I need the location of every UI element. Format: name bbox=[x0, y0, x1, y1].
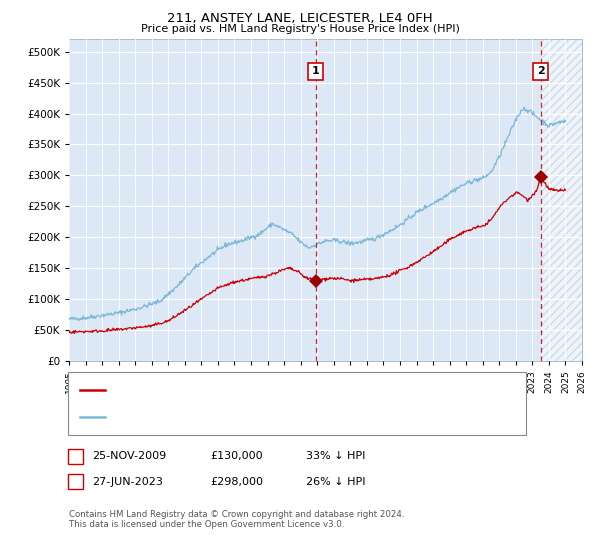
Text: £298,000: £298,000 bbox=[210, 477, 263, 487]
Text: 1: 1 bbox=[72, 451, 79, 461]
Text: 26% ↓ HPI: 26% ↓ HPI bbox=[306, 477, 365, 487]
Text: £130,000: £130,000 bbox=[210, 451, 263, 461]
Text: Price paid vs. HM Land Registry's House Price Index (HPI): Price paid vs. HM Land Registry's House … bbox=[140, 24, 460, 34]
Text: Contains HM Land Registry data © Crown copyright and database right 2024.
This d: Contains HM Land Registry data © Crown c… bbox=[69, 510, 404, 529]
Text: 2: 2 bbox=[537, 67, 545, 76]
Text: 211, ANSTEY LANE, LEICESTER, LE4 0FH (detached house): 211, ANSTEY LANE, LEICESTER, LE4 0FH (de… bbox=[112, 385, 403, 395]
Text: 1: 1 bbox=[311, 67, 319, 76]
Text: 27-JUN-2023: 27-JUN-2023 bbox=[92, 477, 163, 487]
Text: 2: 2 bbox=[72, 477, 79, 487]
Text: 33% ↓ HPI: 33% ↓ HPI bbox=[306, 451, 365, 461]
Text: 211, ANSTEY LANE, LEICESTER, LE4 0FH: 211, ANSTEY LANE, LEICESTER, LE4 0FH bbox=[167, 12, 433, 25]
Text: HPI: Average price, detached house, Leicester: HPI: Average price, detached house, Leic… bbox=[112, 412, 342, 422]
Bar bbox=[541, 39, 582, 361]
Text: 25-NOV-2009: 25-NOV-2009 bbox=[92, 451, 166, 461]
